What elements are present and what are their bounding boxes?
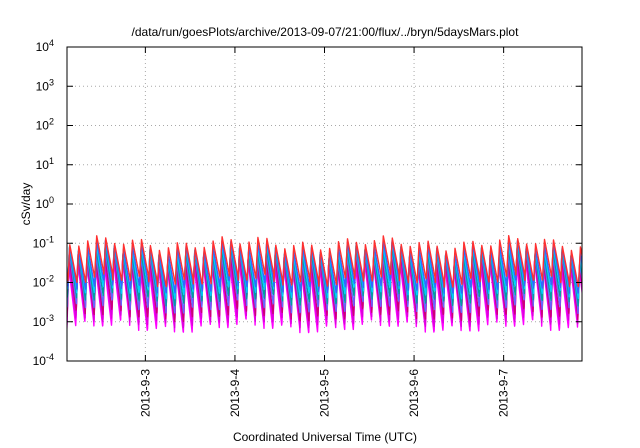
chart-title: /data/run/goesPlots/archive/2013-09-07/2… — [132, 25, 520, 39]
y-tick-label: 103 — [36, 77, 54, 93]
y-axis-label: cSv/day — [19, 183, 33, 226]
series-line — [67, 234, 582, 288]
y-tick-label: 100 — [36, 195, 54, 211]
x-tick-label: 2013-9-3 — [138, 369, 152, 417]
y-tick-label: 104 — [36, 38, 54, 54]
x-tick-label: 2013-9-7 — [497, 369, 511, 417]
y-tick-label: 10-4 — [33, 352, 54, 368]
y-tick-label: 10-3 — [33, 313, 54, 329]
x-tick-label: 2013-9-4 — [228, 369, 242, 417]
x-axis: 2013-9-3 2013-9-4 2013-9-5 2013-9-6 2013-9-7 — [138, 47, 511, 417]
y-tick-label: 102 — [36, 117, 54, 133]
y-tick-label: 10-1 — [33, 234, 54, 250]
x-tick-label: 2013-9-6 — [407, 369, 421, 417]
grid — [67, 47, 582, 361]
x-axis-label: Coordinated Universal Time (UTC) — [233, 430, 417, 444]
series-group — [67, 234, 582, 334]
x-tick-label: 2013-9-5 — [318, 369, 332, 417]
y-tick-label: 10-2 — [33, 274, 54, 290]
y-axis: 10-4 10-3 10-2 10-1 100 101 102 103 104 — [33, 38, 582, 368]
y-tick-label: 101 — [36, 156, 54, 172]
